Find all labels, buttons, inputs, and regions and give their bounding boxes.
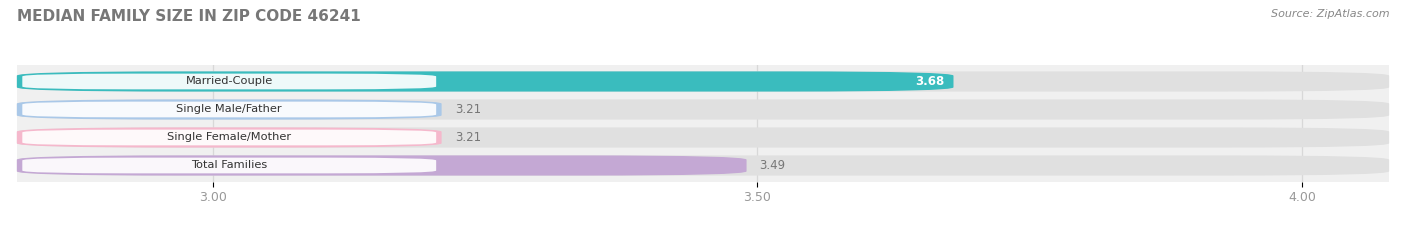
Text: Single Female/Mother: Single Female/Mother	[167, 133, 291, 143]
Text: 3.21: 3.21	[454, 131, 481, 144]
FancyBboxPatch shape	[22, 74, 436, 89]
FancyBboxPatch shape	[17, 99, 441, 120]
FancyBboxPatch shape	[17, 127, 1389, 147]
FancyBboxPatch shape	[22, 102, 436, 117]
Text: MEDIAN FAMILY SIZE IN ZIP CODE 46241: MEDIAN FAMILY SIZE IN ZIP CODE 46241	[17, 9, 360, 24]
FancyBboxPatch shape	[17, 155, 747, 176]
Text: 3.68: 3.68	[915, 75, 945, 88]
FancyBboxPatch shape	[17, 71, 953, 92]
FancyBboxPatch shape	[17, 127, 441, 147]
Text: Single Male/Father: Single Male/Father	[176, 104, 283, 114]
Text: Source: ZipAtlas.com: Source: ZipAtlas.com	[1271, 9, 1389, 19]
Text: Total Families: Total Families	[191, 161, 267, 171]
FancyBboxPatch shape	[22, 130, 436, 145]
FancyBboxPatch shape	[22, 158, 436, 173]
FancyBboxPatch shape	[17, 155, 1389, 176]
FancyBboxPatch shape	[17, 71, 1389, 92]
Text: 3.49: 3.49	[759, 159, 786, 172]
Text: 3.21: 3.21	[454, 103, 481, 116]
FancyBboxPatch shape	[17, 99, 1389, 120]
Text: Married-Couple: Married-Couple	[186, 76, 273, 86]
